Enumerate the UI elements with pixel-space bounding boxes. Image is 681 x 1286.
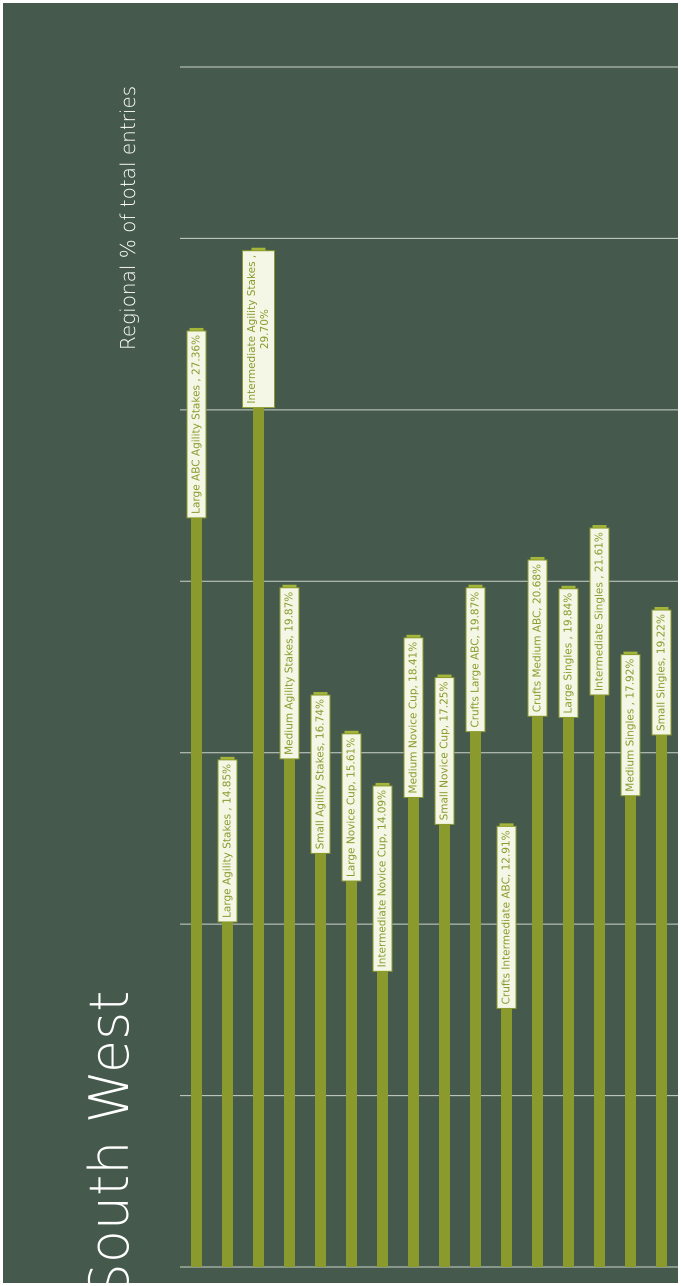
data-label-box bbox=[434, 677, 455, 825]
data-label-text: Large Agility Stakes , 14.85% bbox=[222, 764, 234, 918]
data-label-box bbox=[242, 250, 275, 409]
bar-cap bbox=[468, 584, 483, 588]
data-label-text: Large Singles , 19.84% bbox=[563, 593, 575, 714]
bar bbox=[284, 585, 295, 1267]
data-label-box bbox=[279, 587, 300, 760]
data-label: Large ABC Agility Stakes , 27.36% bbox=[186, 330, 207, 519]
bar bbox=[470, 585, 481, 1267]
bar-cap bbox=[623, 651, 638, 655]
data-label-text: Small Agility Stakes, 16.74% bbox=[315, 699, 327, 849]
bar-cap bbox=[437, 674, 452, 678]
data-label-box bbox=[527, 559, 548, 717]
data-label-text: Intermediate Agility Stakes , bbox=[246, 255, 258, 404]
bar-cap bbox=[561, 585, 576, 589]
data-label-text: Intermediate Novice Cup, 14.09% bbox=[377, 790, 389, 967]
data-label-text: Crufts Medium ABC, 20.68% bbox=[532, 564, 544, 712]
data-label: Large Novice Cup, 15.61% bbox=[341, 733, 362, 882]
bar-cap bbox=[282, 584, 297, 588]
data-label-text: Small Singles, 19.22% bbox=[656, 614, 668, 731]
data-label: Crufts Large ABC, 19.87% bbox=[465, 587, 486, 733]
bar-cap bbox=[375, 782, 390, 786]
bar bbox=[439, 675, 450, 1267]
data-label-box bbox=[310, 694, 331, 854]
bar-cap bbox=[189, 327, 204, 331]
y-axis-title: Regional % of total entries bbox=[116, 86, 140, 350]
data-label-box bbox=[217, 759, 238, 923]
data-label-box bbox=[372, 785, 393, 972]
bar-cap bbox=[313, 692, 328, 696]
data-label-box bbox=[620, 654, 641, 797]
data-label: Intermediate Singles , 21.61% bbox=[589, 527, 610, 696]
data-label: Medium Agility Stakes, 19.87% bbox=[279, 587, 300, 760]
bar bbox=[191, 328, 202, 1267]
bar bbox=[408, 635, 419, 1267]
bar bbox=[594, 526, 605, 1267]
data-label: Small Novice Cup, 17.25% bbox=[434, 677, 455, 825]
chart-title: South West bbox=[78, 991, 141, 1286]
data-label-box bbox=[186, 330, 207, 519]
bar bbox=[222, 757, 233, 1267]
bar bbox=[563, 586, 574, 1267]
data-label-box bbox=[496, 825, 517, 1009]
data-label-text: Medium Novice Cup, 18.41% bbox=[408, 642, 420, 794]
bar bbox=[377, 783, 388, 1267]
data-label: Small Agility Stakes, 16.74% bbox=[310, 694, 331, 854]
data-label-box bbox=[589, 527, 610, 696]
data-label: Intermediate Agility Stakes , 29.70% bbox=[242, 250, 275, 409]
data-label: Intermediate Novice Cup, 14.09% bbox=[372, 785, 393, 972]
data-label-box bbox=[341, 733, 362, 882]
bar-cap bbox=[220, 756, 235, 760]
bar bbox=[346, 731, 357, 1267]
data-label: Large Agility Stakes , 14.85% bbox=[217, 759, 238, 923]
data-label-text: Large ABC Agility Stakes , 27.36% bbox=[191, 335, 203, 514]
bar-cap bbox=[592, 525, 607, 529]
data-label-box bbox=[558, 588, 579, 718]
data-label: Crufts Medium ABC, 20.68% bbox=[527, 559, 548, 717]
data-labels: Large ABC Agility Stakes , 27.36% Large A… bbox=[186, 250, 672, 1009]
bar-cap bbox=[530, 556, 545, 560]
data-label-box bbox=[651, 609, 672, 736]
data-label-text: 29.70% bbox=[259, 309, 271, 349]
bar bbox=[315, 693, 326, 1267]
data-label: Large Singles , 19.84% bbox=[558, 588, 579, 718]
bar bbox=[532, 557, 543, 1267]
data-label: Crufts Intermediate ABC, 12.91% bbox=[496, 825, 517, 1009]
bar bbox=[625, 652, 636, 1267]
data-label-text: Crufts Intermediate ABC, 12.91% bbox=[501, 830, 513, 1004]
data-label-text: Large Novice Cup, 15.61% bbox=[346, 738, 358, 877]
bar-cap bbox=[654, 607, 669, 611]
data-label-text: Small Novice Cup, 17.25% bbox=[439, 682, 451, 821]
data-label-text: Crufts Large ABC, 19.87% bbox=[470, 592, 482, 728]
data-label: Small Singles, 19.22% bbox=[651, 609, 672, 736]
data-label-box bbox=[465, 587, 486, 733]
bar-cap bbox=[406, 634, 421, 638]
bar bbox=[656, 608, 667, 1267]
data-label: Medium Novice Cup, 18.41% bbox=[403, 637, 424, 798]
bar bbox=[253, 248, 264, 1267]
bar-cap bbox=[499, 823, 514, 827]
bar-cap bbox=[251, 247, 266, 251]
bars bbox=[189, 247, 669, 1267]
data-label-text: Medium Agility Stakes, 19.87% bbox=[284, 592, 296, 755]
data-label-text: Medium Singles , 17.92% bbox=[625, 659, 637, 792]
data-label-text: Intermediate Singles , 21.61% bbox=[594, 532, 606, 691]
data-label-box bbox=[403, 637, 424, 798]
bar bbox=[501, 824, 512, 1267]
data-label: Medium Singles , 17.92% bbox=[620, 654, 641, 797]
bar-cap bbox=[344, 730, 359, 734]
